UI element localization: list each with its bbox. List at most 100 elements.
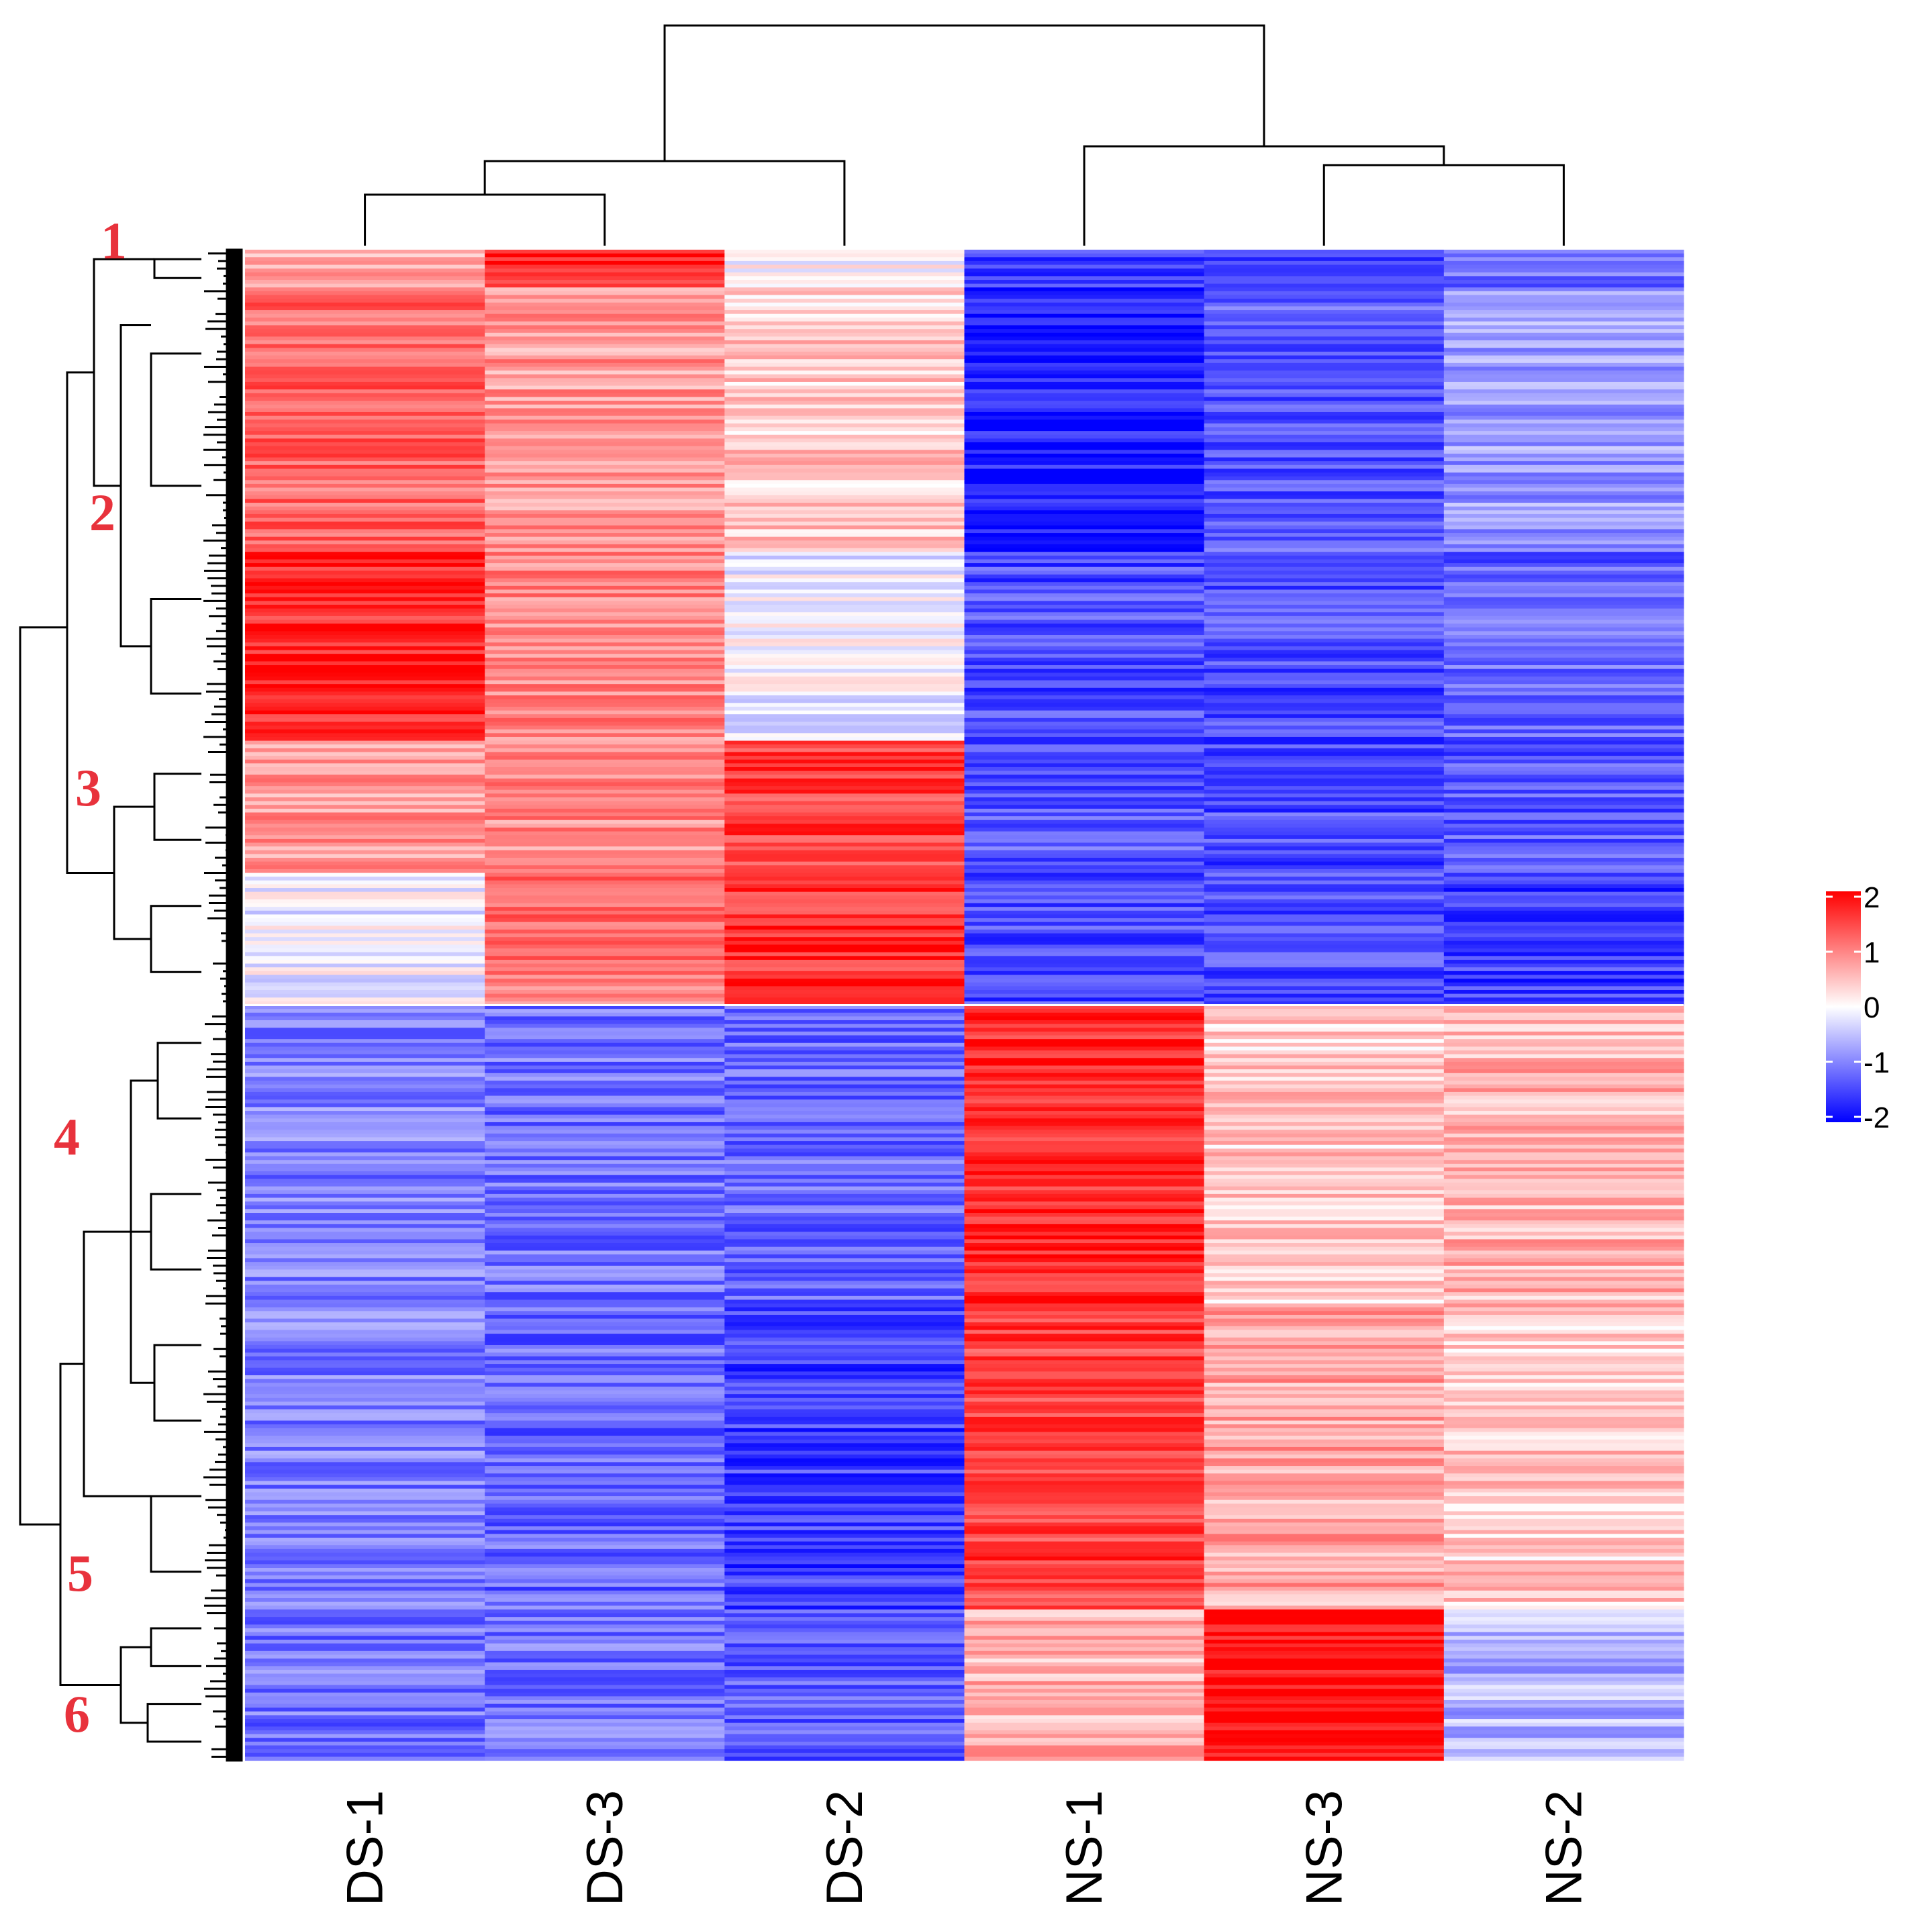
heatmap-cell bbox=[1443, 680, 1684, 685]
heatmap-cell bbox=[964, 979, 1205, 983]
heatmap-cell bbox=[724, 355, 965, 360]
heatmap-cell bbox=[724, 914, 965, 919]
heatmap-cell bbox=[245, 1397, 485, 1402]
heatmap-cell bbox=[1443, 1757, 1684, 1761]
heatmap-cell bbox=[1443, 1371, 1684, 1376]
heatmap-cell bbox=[964, 473, 1205, 477]
heatmap-cell bbox=[245, 797, 485, 802]
heatmap-cell bbox=[724, 967, 965, 972]
heatmap-cell bbox=[1204, 718, 1445, 723]
heatmap-cell bbox=[1443, 411, 1684, 417]
heatmap-cell bbox=[1443, 631, 1684, 636]
heatmap-cell bbox=[1443, 1311, 1684, 1316]
heatmap-row bbox=[245, 948, 1684, 953]
heatmap-cell bbox=[485, 910, 725, 916]
heatmap-cell bbox=[724, 1548, 965, 1554]
heatmap-cell bbox=[485, 601, 725, 605]
heatmap-cell bbox=[964, 1436, 1205, 1440]
heatmap-cell bbox=[1443, 321, 1684, 326]
heatmap-cell bbox=[724, 1341, 965, 1346]
heatmap-cell bbox=[1443, 1107, 1684, 1111]
heatmap-cell bbox=[724, 812, 965, 817]
heatmap-cell bbox=[245, 1647, 485, 1652]
heatmap-row bbox=[245, 1088, 1684, 1093]
heatmap-cell bbox=[724, 1609, 965, 1614]
heatmap-row bbox=[245, 264, 1684, 269]
heatmap-cell bbox=[1443, 1356, 1684, 1361]
heatmap-cell bbox=[724, 1084, 965, 1089]
heatmap-cell bbox=[485, 918, 725, 923]
heatmap-cell bbox=[964, 982, 1205, 987]
heatmap-row bbox=[245, 1526, 1684, 1531]
heatmap-cell bbox=[245, 1628, 485, 1633]
heatmap-cell bbox=[245, 910, 485, 916]
heatmap-row bbox=[245, 1390, 1684, 1395]
heatmap-row bbox=[245, 404, 1684, 409]
heatmap-cell bbox=[964, 411, 1205, 417]
heatmap-row bbox=[245, 299, 1684, 303]
heatmap-row bbox=[245, 1515, 1684, 1520]
heatmap-cell bbox=[1204, 1265, 1445, 1271]
heatmap-cell bbox=[964, 1515, 1205, 1520]
heatmap-cell bbox=[1443, 1299, 1684, 1304]
heatmap-row bbox=[245, 752, 1684, 756]
heatmap-cell bbox=[964, 1254, 1205, 1259]
heatmap-cell bbox=[1443, 1193, 1684, 1199]
heatmap-cell bbox=[1443, 468, 1684, 473]
heatmap-row bbox=[245, 1243, 1684, 1248]
heatmap-cell bbox=[245, 1416, 485, 1422]
heatmap-cell bbox=[724, 824, 965, 828]
heatmap-cell bbox=[1443, 1715, 1684, 1720]
heatmap-cell bbox=[485, 510, 725, 515]
heatmap-row bbox=[245, 1167, 1684, 1172]
heatmap-cell bbox=[1204, 1662, 1445, 1667]
heatmap-cell bbox=[485, 1160, 725, 1165]
heatmap-cell bbox=[1443, 1031, 1684, 1036]
heatmap-cell bbox=[1204, 1042, 1445, 1048]
heatmap-cell bbox=[1443, 1130, 1684, 1134]
heatmap-cell bbox=[1443, 1073, 1684, 1078]
heatmap-cell bbox=[724, 722, 965, 726]
heatmap-cell bbox=[245, 1186, 485, 1191]
heatmap-cell bbox=[485, 1091, 725, 1097]
heatmap-cell bbox=[245, 865, 485, 870]
heatmap-cell bbox=[245, 389, 485, 394]
heatmap-cell bbox=[485, 1088, 725, 1093]
heatmap-cell bbox=[964, 1326, 1205, 1331]
heatmap-cell bbox=[245, 642, 485, 647]
heatmap-cell bbox=[1443, 1711, 1684, 1716]
heatmap-cell bbox=[1204, 1654, 1445, 1659]
heatmap-cell bbox=[964, 1031, 1205, 1036]
heatmap-cell bbox=[964, 1073, 1205, 1078]
heatmap-cell bbox=[245, 1307, 485, 1312]
heatmap-row bbox=[245, 1689, 1684, 1693]
heatmap-cell bbox=[964, 1628, 1205, 1633]
heatmap-cell bbox=[1443, 1703, 1684, 1708]
heatmap-cell bbox=[1204, 1005, 1445, 1009]
heatmap-cell bbox=[245, 744, 485, 749]
heatmap-cell bbox=[964, 559, 1205, 564]
heatmap-cell bbox=[724, 1205, 965, 1209]
heatmap-cell bbox=[485, 1601, 725, 1606]
heatmap-cell bbox=[485, 948, 725, 953]
heatmap-cell bbox=[245, 673, 485, 677]
heatmap-cell bbox=[1204, 1703, 1445, 1708]
heatmap-cell bbox=[485, 299, 725, 303]
heatmap-cell bbox=[485, 1084, 725, 1089]
heatmap-cell bbox=[1204, 899, 1445, 904]
heatmap-cell bbox=[1204, 389, 1445, 394]
heatmap-cell bbox=[485, 1397, 725, 1402]
heatmap-cell bbox=[1443, 355, 1684, 360]
heatmap-cell bbox=[724, 1466, 965, 1471]
heatmap-cell bbox=[964, 665, 1205, 670]
heatmap-cell bbox=[485, 1311, 725, 1316]
heatmap-cell bbox=[724, 778, 965, 783]
heatmap-cell bbox=[485, 891, 725, 896]
heatmap-cell bbox=[724, 650, 965, 654]
heatmap-cell bbox=[1443, 295, 1684, 299]
heatmap-cell bbox=[245, 1111, 485, 1116]
heatmap-cell bbox=[485, 661, 725, 666]
heatmap-cell bbox=[1443, 1734, 1684, 1738]
heatmap-cell bbox=[1443, 812, 1684, 817]
heatmap-cell bbox=[964, 1273, 1205, 1278]
